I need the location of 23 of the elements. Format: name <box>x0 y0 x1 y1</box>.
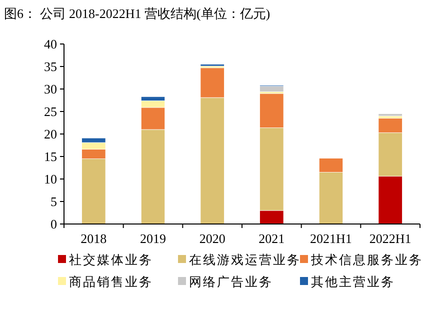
y-tick-label: 15 <box>44 149 57 164</box>
x-tick-label: 2019 <box>140 231 166 246</box>
y-tick-label: 40 <box>44 36 57 52</box>
x-tick-label: 2022H1 <box>369 231 412 246</box>
legend-label: 其他主营业务 <box>311 274 395 289</box>
y-tick-label: 0 <box>50 216 57 232</box>
y-tick-label: 20 <box>44 126 57 142</box>
x-tick-label: 2018 <box>80 231 107 246</box>
y-tick-label: 30 <box>44 82 57 96</box>
x-tick-label: 2021H1 <box>310 231 352 246</box>
legend-label: 商品销售业务 <box>69 275 153 289</box>
x-tick-label: 2020 <box>199 231 226 246</box>
legend-label: 网络广告业务 <box>189 275 273 289</box>
legend-label: 社交媒体业务 <box>69 252 153 267</box>
y-tick-label: 10 <box>44 172 57 186</box>
legend-label: 在线游戏运营业务 <box>189 253 301 267</box>
y-tick-label: 35 <box>44 59 57 74</box>
legend-label: 技术信息服务业务 <box>310 253 423 267</box>
y-tick-label: 25 <box>44 104 57 119</box>
bar <box>260 86 284 92</box>
x-tick-label: 2021 <box>258 231 285 246</box>
chart-title: 图6： 公司 2018-2022H1 营收结构(单位：亿元) <box>4 6 270 21</box>
y-tick-label: 5 <box>50 194 57 209</box>
